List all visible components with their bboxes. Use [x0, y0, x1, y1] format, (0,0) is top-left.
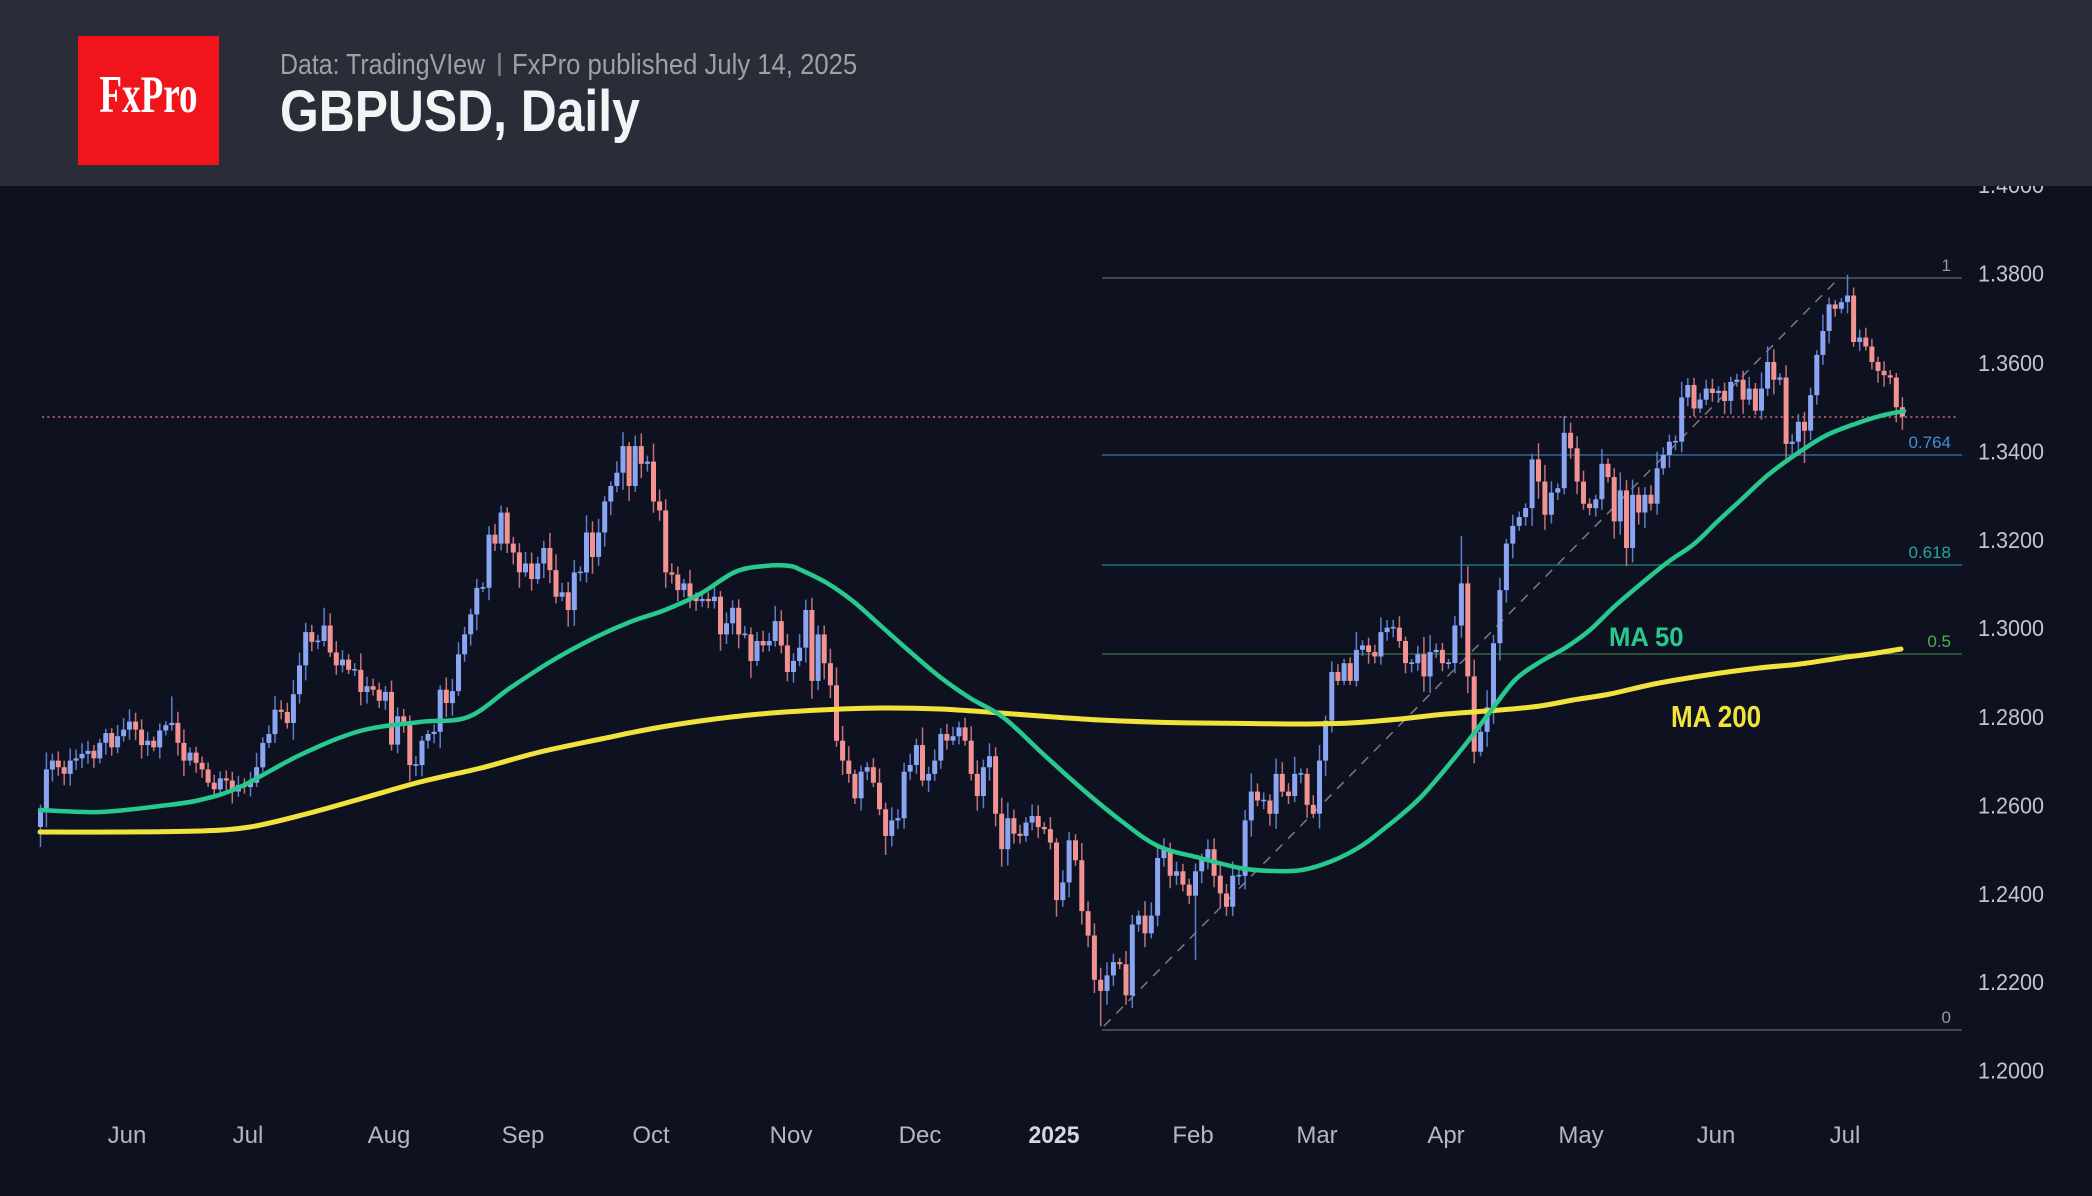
svg-text:Nov: Nov — [770, 1122, 813, 1149]
svg-text:0.764: 0.764 — [1908, 433, 1951, 452]
svg-text:Sep: Sep — [502, 1122, 545, 1149]
svg-text:FxPro published July 14, 2025: FxPro published July 14, 2025 — [512, 48, 857, 81]
svg-text:Aug: Aug — [368, 1122, 411, 1149]
svg-text:FxPro: FxPro — [99, 64, 197, 123]
svg-text:1.2600: 1.2600 — [1978, 793, 2044, 819]
svg-text:1.3400: 1.3400 — [1978, 438, 2044, 464]
svg-text:2025: 2025 — [1029, 1122, 1080, 1149]
svg-text:1.3000: 1.3000 — [1978, 615, 2044, 641]
svg-text:1.3200: 1.3200 — [1978, 527, 2044, 553]
svg-text:GBPUSD, Daily: GBPUSD, Daily — [280, 80, 640, 144]
svg-text:MA 200: MA 200 — [1671, 700, 1761, 735]
svg-text:1.3600: 1.3600 — [1978, 350, 2044, 376]
svg-text:1.2400: 1.2400 — [1978, 881, 2044, 907]
svg-text:0.5: 0.5 — [1927, 632, 1951, 651]
svg-text:May: May — [1558, 1122, 1603, 1149]
svg-text:1.2800: 1.2800 — [1978, 704, 2044, 730]
svg-text:1.2000: 1.2000 — [1978, 1058, 2044, 1084]
svg-text:Data: TradingVIew: Data: TradingVIew — [280, 48, 485, 80]
svg-text:Apr: Apr — [1427, 1122, 1464, 1149]
svg-text:Jun: Jun — [108, 1122, 147, 1149]
svg-text:Dec: Dec — [899, 1122, 942, 1149]
svg-text:Mar: Mar — [1296, 1122, 1337, 1149]
svg-text:MA 50: MA 50 — [1609, 621, 1684, 652]
svg-text:0.618: 0.618 — [1908, 543, 1951, 562]
svg-text:Jul: Jul — [1830, 1122, 1861, 1149]
svg-text:1.2200: 1.2200 — [1978, 969, 2044, 995]
svg-text:Oct: Oct — [632, 1122, 670, 1149]
svg-text:Feb: Feb — [1172, 1122, 1213, 1149]
svg-text:1.3800: 1.3800 — [1978, 261, 2044, 287]
svg-text:Jun: Jun — [1697, 1122, 1736, 1149]
svg-text:Jul: Jul — [233, 1122, 264, 1149]
svg-text:0: 0 — [1942, 1008, 1951, 1027]
svg-text:1: 1 — [1942, 256, 1951, 275]
